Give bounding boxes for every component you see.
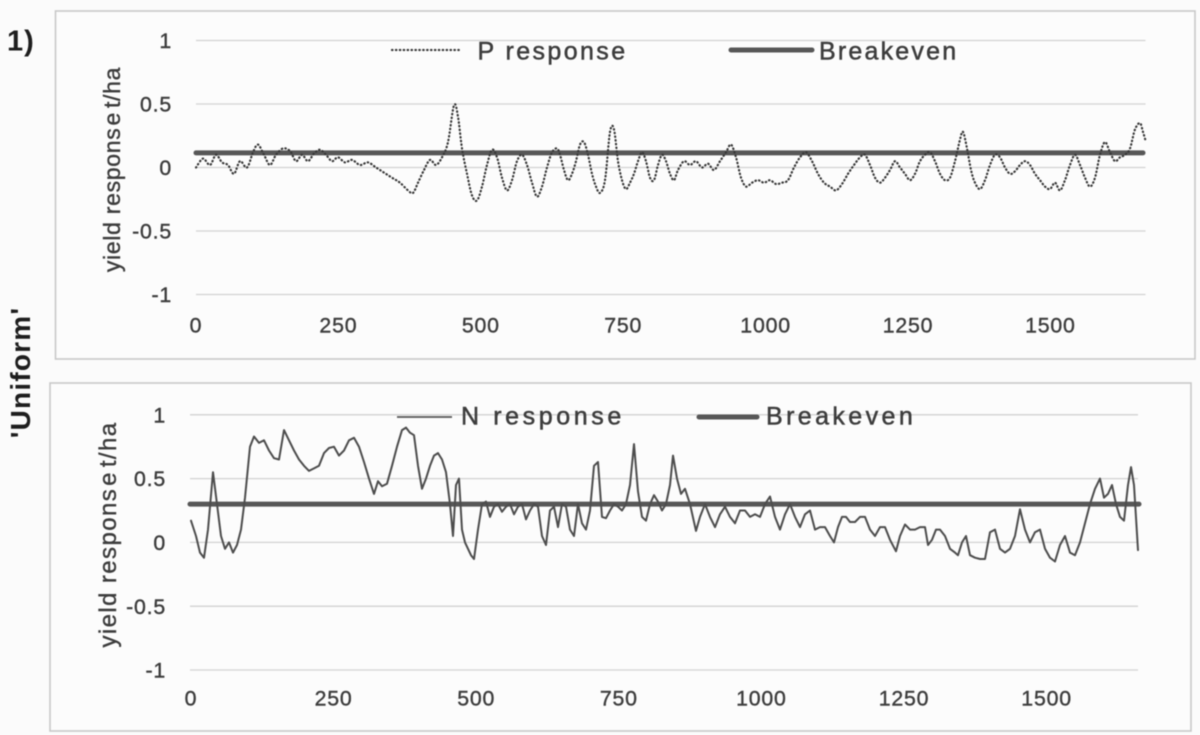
svg-text:Breakeven: Breakeven — [819, 38, 958, 66]
svg-text:yield responset/ha: yield responset/ha — [99, 67, 125, 272]
svg-text:500: 500 — [457, 687, 495, 711]
svg-text:-1: -1 — [151, 283, 172, 307]
svg-text:1): 1) — [7, 26, 35, 58]
svg-text:0: 0 — [153, 531, 166, 555]
svg-text:-1: -1 — [145, 659, 166, 683]
svg-text:yield responset/ha: yield responset/ha — [95, 421, 122, 647]
svg-text:0.5: 0.5 — [134, 467, 166, 491]
svg-text:P response: P response — [478, 38, 628, 66]
svg-text:750: 750 — [604, 314, 642, 338]
svg-text:0: 0 — [185, 687, 198, 711]
svg-text:250: 250 — [319, 314, 357, 338]
svg-text:1000: 1000 — [736, 687, 787, 711]
svg-text:1500: 1500 — [1021, 687, 1072, 711]
svg-text:N response: N response — [461, 403, 625, 431]
svg-text:1000: 1000 — [740, 314, 791, 338]
svg-text:1250: 1250 — [879, 687, 930, 711]
svg-text:500: 500 — [462, 314, 500, 338]
svg-text:1500: 1500 — [1025, 314, 1076, 338]
svg-text:250: 250 — [315, 687, 353, 711]
svg-text:-0.5: -0.5 — [126, 595, 166, 619]
svg-text:1: 1 — [159, 29, 172, 53]
svg-text:1: 1 — [153, 403, 166, 427]
svg-text:0: 0 — [190, 314, 203, 338]
svg-text:1250: 1250 — [883, 314, 934, 338]
svg-text:0: 0 — [159, 156, 172, 180]
svg-text:0.5: 0.5 — [140, 93, 172, 117]
svg-text:'Uniform': 'Uniform' — [5, 307, 36, 438]
svg-text:750: 750 — [600, 687, 638, 711]
svg-text:-0.5: -0.5 — [132, 220, 172, 244]
svg-text:Breakeven: Breakeven — [766, 403, 916, 431]
